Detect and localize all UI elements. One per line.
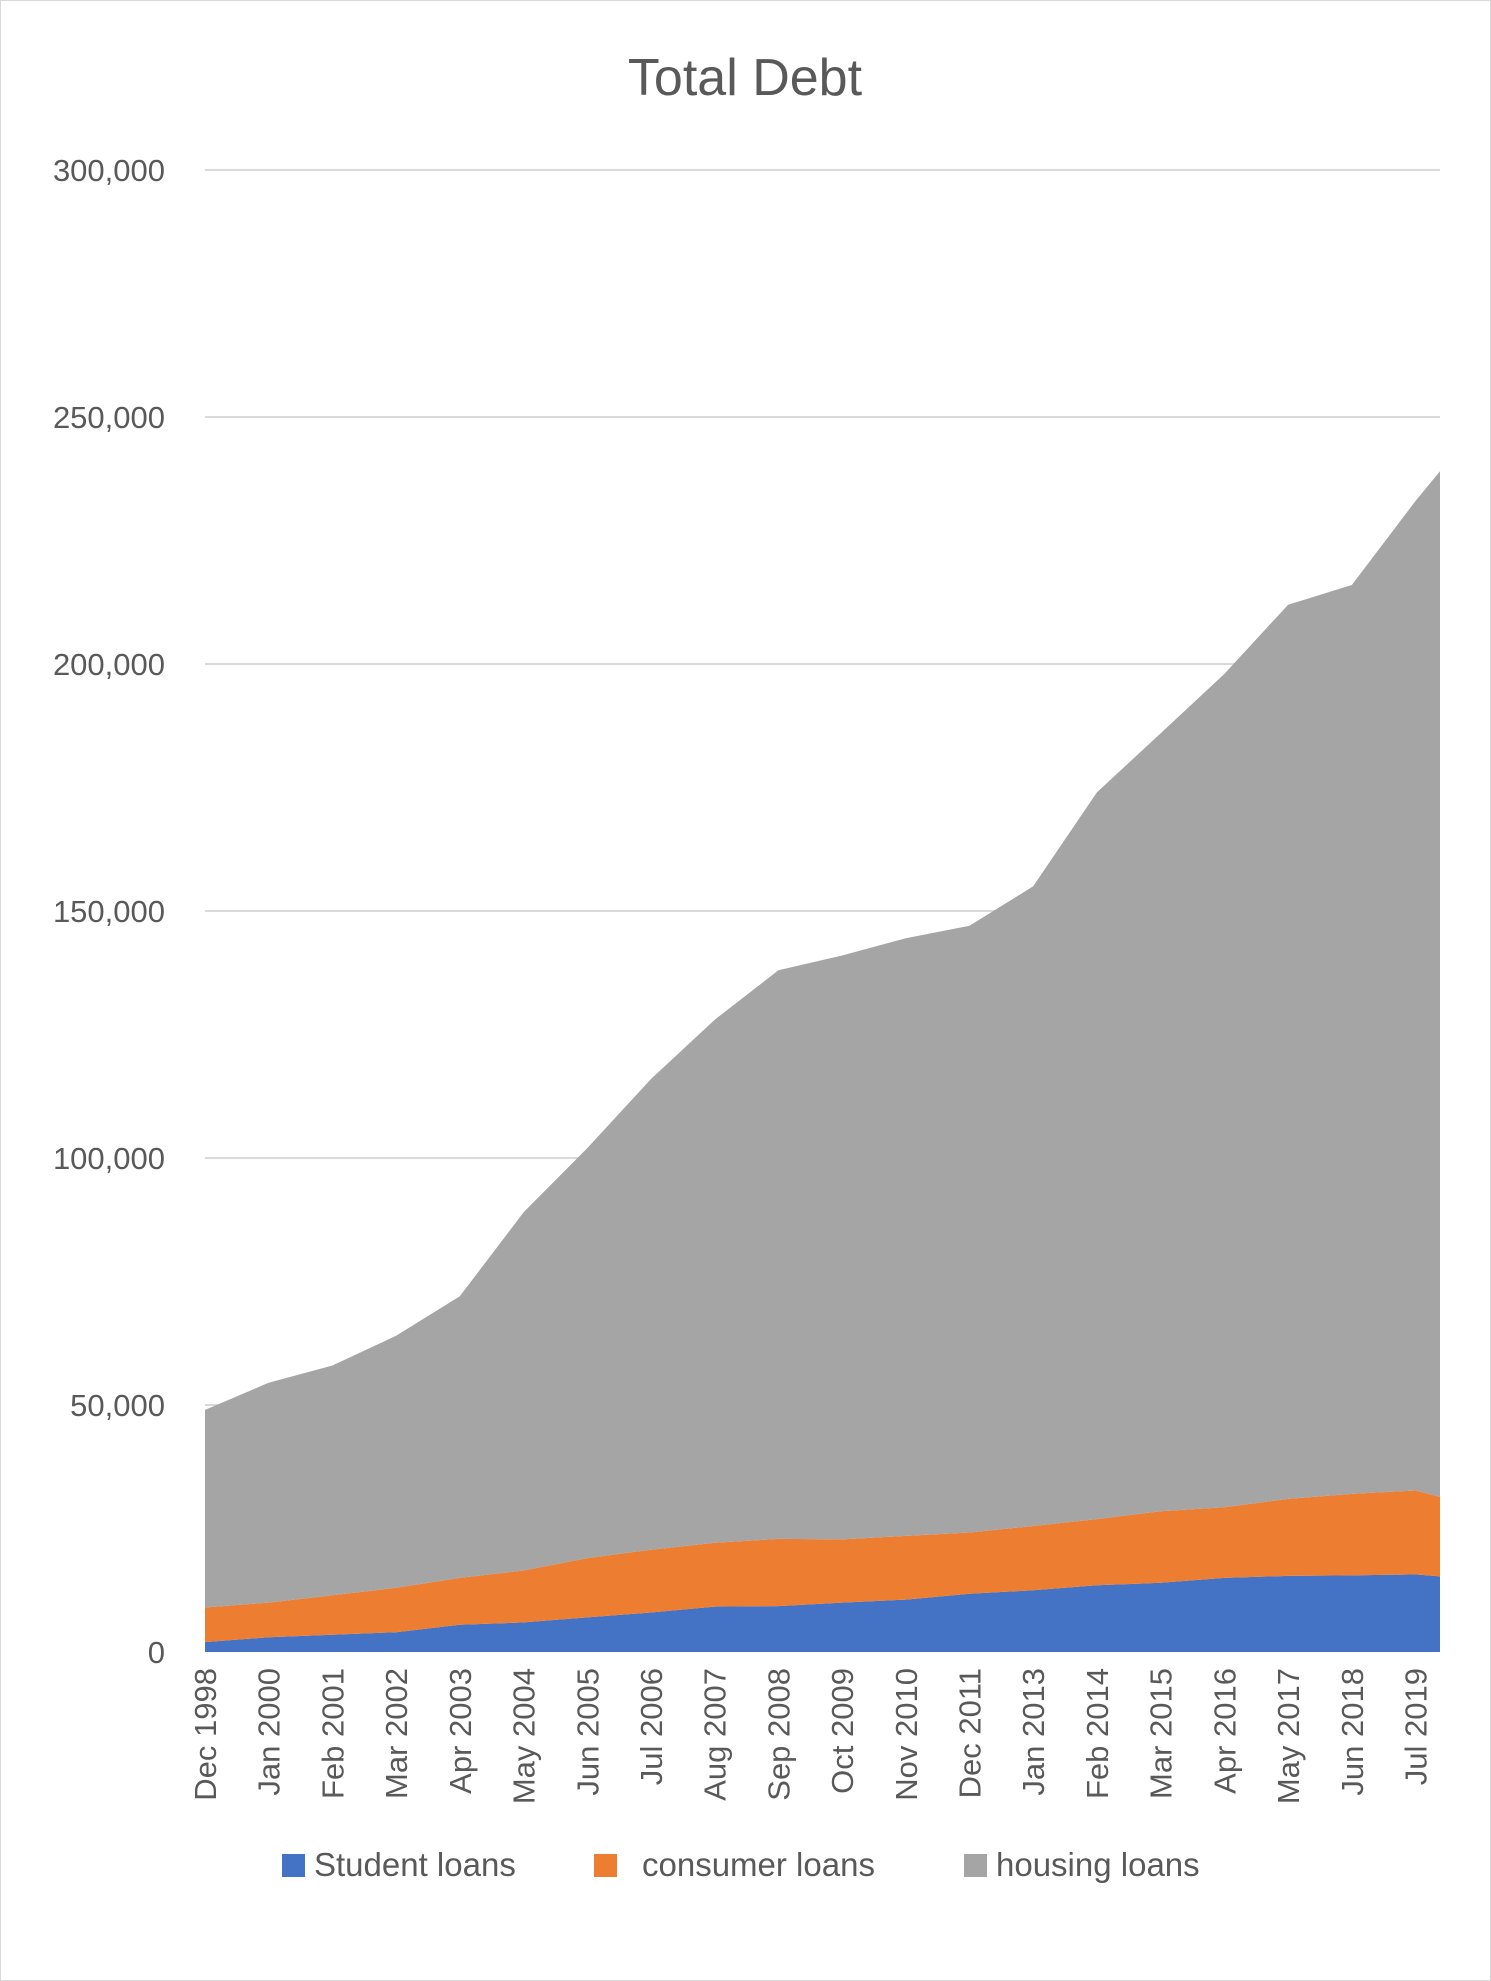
x-tick-label: Jul 2006	[634, 1668, 669, 1785]
y-tick-label: 250,000	[53, 400, 165, 435]
y-tick-label: 50,000	[70, 1388, 165, 1423]
x-tick-label: Nov 2010	[889, 1668, 924, 1801]
y-tick-label: 150,000	[53, 894, 165, 929]
y-axis: 0 50,000 100,000 150,000 200,000 250,000 300,0…	[53, 153, 165, 1670]
area-consumer-loans	[205, 1490, 1440, 1643]
x-tick-label: Jul 2019	[1398, 1668, 1433, 1785]
y-tick-label: 200,000	[53, 647, 165, 682]
x-tick-label: May 2017	[1271, 1668, 1306, 1804]
x-tick-label: Sep 2008	[761, 1668, 796, 1801]
x-axis: Dec 1998 Jan 2000 Feb 2001 Mar 2002 Apr 2003…	[188, 1668, 1433, 1804]
area-housing-loans	[205, 471, 1440, 1608]
x-tick-label: Dec 2011	[953, 1668, 988, 1798]
legend-label-student-loans: Student loans	[314, 1846, 516, 1883]
x-tick-label: Aug 2007	[698, 1668, 733, 1801]
chart-title: Total Debt	[628, 49, 863, 107]
legend-swatch-student-loans	[282, 1854, 305, 1877]
x-tick-label: Jan 2013	[1016, 1668, 1051, 1796]
x-tick-label: Apr 2003	[443, 1668, 478, 1794]
x-tick-label: Mar 2002	[379, 1668, 414, 1799]
x-tick-label: Jan 2000	[252, 1668, 287, 1796]
x-tick-label: Feb 2014	[1080, 1668, 1115, 1799]
legend: Student loans consumer loans housing loa…	[282, 1846, 1200, 1883]
x-tick-label: Mar 2015	[1144, 1668, 1179, 1799]
x-tick-label: May 2004	[507, 1668, 542, 1804]
legend-swatch-housing-loans	[964, 1854, 987, 1877]
x-tick-label: Feb 2001	[315, 1668, 350, 1799]
legend-label-consumer-loans: consumer loans	[642, 1846, 875, 1883]
x-tick-label: Oct 2009	[825, 1668, 860, 1794]
y-tick-label: 300,000	[53, 153, 165, 188]
area-student-loans	[205, 1574, 1440, 1652]
y-tick-label: 100,000	[53, 1141, 165, 1176]
area-series	[205, 471, 1440, 1652]
x-tick-label: Jun 2018	[1335, 1668, 1370, 1796]
x-tick-label: Dec 1998	[188, 1668, 223, 1801]
y-tick-label: 0	[148, 1635, 165, 1670]
x-tick-label: Jun 2005	[570, 1668, 605, 1796]
x-tick-label: Apr 2016	[1207, 1668, 1242, 1794]
legend-swatch-consumer-loans	[594, 1854, 617, 1877]
legend-label-housing-loans: housing loans	[996, 1846, 1200, 1883]
